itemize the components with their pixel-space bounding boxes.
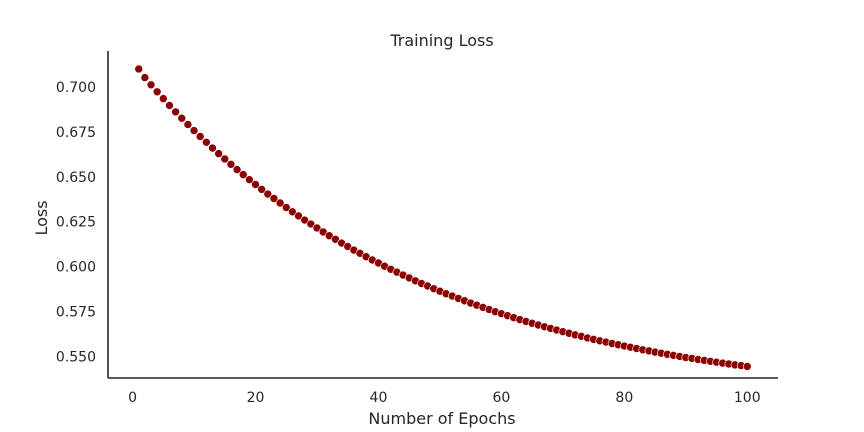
x-tick-label: 0 — [128, 390, 137, 406]
data-point — [152, 87, 162, 97]
data-point — [742, 362, 752, 371]
data-point — [331, 234, 340, 244]
data-point — [232, 165, 242, 174]
data-point — [189, 126, 199, 135]
data-point — [269, 194, 279, 203]
data-point — [300, 215, 309, 225]
data-point — [202, 137, 211, 147]
x-tick-label: 60 — [492, 390, 510, 406]
data-point — [263, 189, 273, 199]
data-point — [294, 211, 303, 221]
data-point — [257, 185, 266, 194]
y-tick-label: 0.675 — [56, 125, 96, 141]
y-tick-label: 0.700 — [56, 80, 96, 96]
data-point — [245, 175, 254, 184]
y-axis-label: Loss — [32, 200, 51, 235]
data-point — [220, 154, 230, 164]
x-tick-label: 100 — [734, 390, 761, 406]
data-point — [208, 143, 217, 153]
data-point — [275, 198, 285, 208]
data-point — [159, 94, 168, 103]
y-tick-label: 0.650 — [56, 170, 96, 186]
data-point — [165, 101, 174, 110]
data-point — [195, 132, 205, 141]
data-point — [140, 73, 150, 82]
loss-points — [134, 64, 752, 371]
data-point — [318, 227, 328, 237]
data-point — [306, 219, 316, 229]
y-tick-label: 0.600 — [56, 260, 96, 276]
data-point — [177, 113, 187, 123]
data-point — [238, 170, 248, 179]
x-tick-labels: 0 20 40 60 80 100 — [128, 390, 761, 406]
data-point — [171, 107, 180, 117]
data-point — [281, 203, 291, 212]
x-tick-label: 20 — [247, 390, 265, 406]
x-tick-label: 40 — [370, 390, 388, 406]
data-point — [134, 64, 144, 74]
data-point — [146, 80, 156, 90]
y-tick-label: 0.625 — [56, 215, 96, 231]
y-tick-labels: 0.550 0.575 0.600 0.625 0.650 0.675 0.700 — [56, 80, 96, 366]
data-point — [288, 207, 297, 217]
x-axis-label: Number of Epochs — [368, 409, 515, 428]
data-point — [226, 160, 236, 169]
data-point — [312, 223, 322, 233]
y-tick-label: 0.550 — [56, 349, 96, 365]
data-point — [214, 149, 223, 158]
data-point — [183, 120, 193, 129]
data-point — [251, 180, 260, 189]
x-tick-label: 80 — [615, 390, 633, 406]
chart-title: Training Loss — [389, 31, 493, 50]
y-tick-label: 0.575 — [56, 305, 96, 321]
